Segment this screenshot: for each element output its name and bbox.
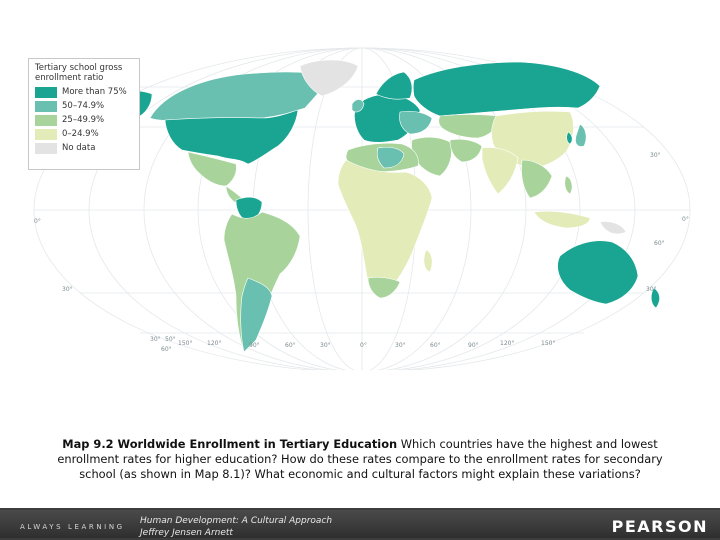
map-svg: 30° 0° 30° 60° 30° 0° 30° 50° 60° 150° 1… — [33, 47, 691, 370]
caption-title: Map 9.2 Worldwide Enrollment in Tertiary… — [62, 437, 398, 451]
graticule-labels: 30° 0° 30° 60° 30° 0° 30° 50° 60° 150° 1… — [34, 152, 689, 353]
australia — [557, 240, 639, 305]
greenland — [299, 59, 359, 97]
philippines — [564, 175, 573, 195]
legend-item: 0–24.9% — [35, 128, 133, 140]
countries — [107, 59, 660, 353]
footer-tagline: ALWAYS LEARNING — [20, 523, 125, 531]
legend-item: No data — [35, 142, 133, 154]
legend-label: More than 75% — [62, 87, 127, 97]
lat-label: 60° — [161, 346, 172, 353]
libya — [376, 146, 405, 169]
footer: ALWAYS LEARNING Human Development: A Cul… — [0, 508, 720, 540]
eastern-europe — [399, 110, 433, 135]
legend-label: 50–74.9% — [62, 101, 105, 111]
lon-label: 60° — [285, 342, 296, 349]
legend-swatch — [35, 114, 57, 126]
lon-label: 0° — [360, 342, 367, 349]
united-states — [164, 109, 299, 165]
lat-label: 30° — [62, 286, 73, 293]
south-korea — [566, 131, 573, 145]
lat-label: 0° — [34, 218, 41, 225]
legend-swatch — [35, 86, 57, 98]
lon-label: 150° — [541, 340, 555, 347]
madagascar — [423, 249, 433, 273]
world-map: 30° 0° 30° 60° 30° 0° 30° 50° 60° 150° 1… — [0, 40, 720, 370]
book-title: Human Development: A Cultural Approach — [140, 516, 333, 526]
lon-label: 30° — [395, 342, 406, 349]
indonesia — [533, 210, 591, 229]
lat-label: 60° — [654, 240, 665, 247]
legend-swatch — [35, 142, 57, 154]
lon-label: 120° — [500, 340, 514, 347]
lon-label: 90° — [468, 342, 479, 349]
footer-bar: ALWAYS LEARNING Human Development: A Cul… — [0, 510, 720, 538]
lon-label: 90° — [249, 342, 260, 349]
japan — [575, 123, 587, 147]
legend-label: 25–49.9% — [62, 115, 105, 125]
lat-label: 30° — [646, 286, 657, 293]
southeast-asia — [521, 159, 553, 199]
new-zealand — [650, 287, 660, 309]
legend-swatch — [35, 100, 57, 112]
iran — [449, 138, 483, 163]
caption-text: Which countries have the highest and low… — [57, 437, 663, 481]
book-author: Jeffrey Jensen Arnett — [140, 528, 233, 538]
sub-saharan-africa — [337, 159, 433, 294]
kazakhstan — [438, 114, 499, 139]
canada — [149, 71, 331, 121]
lat-label: 50° — [165, 336, 176, 343]
lat-label: 30° — [650, 152, 661, 159]
map-legend: Tertiary school gross enrollment ratio M… — [28, 58, 140, 170]
india — [481, 147, 519, 195]
legend-swatch — [35, 128, 57, 140]
south-america — [223, 211, 301, 353]
united-kingdom — [351, 99, 365, 113]
russia — [412, 61, 601, 117]
south-africa — [367, 276, 401, 299]
papua-new-guinea — [599, 221, 627, 235]
legend-item: More than 75% — [35, 86, 133, 98]
lat-label: 0° — [682, 216, 689, 223]
legend-item: 25–49.9% — [35, 114, 133, 126]
lon-label: 150° — [178, 340, 192, 347]
lat-label: 30° — [150, 336, 161, 343]
legend-label: 0–24.9% — [62, 129, 99, 139]
argentina — [240, 277, 273, 353]
lon-label: 120° — [207, 340, 221, 347]
legend-item: 50–74.9% — [35, 100, 133, 112]
scandinavia — [375, 71, 413, 100]
map-caption: Map 9.2 Worldwide Enrollment in Tertiary… — [40, 437, 680, 482]
legend-label: No data — [62, 143, 96, 153]
publisher-logo: PEARSON — [611, 517, 708, 536]
legend-title: Tertiary school gross enrollment ratio — [35, 63, 123, 83]
lon-label: 60° — [430, 342, 441, 349]
lon-label: 30° — [320, 342, 331, 349]
